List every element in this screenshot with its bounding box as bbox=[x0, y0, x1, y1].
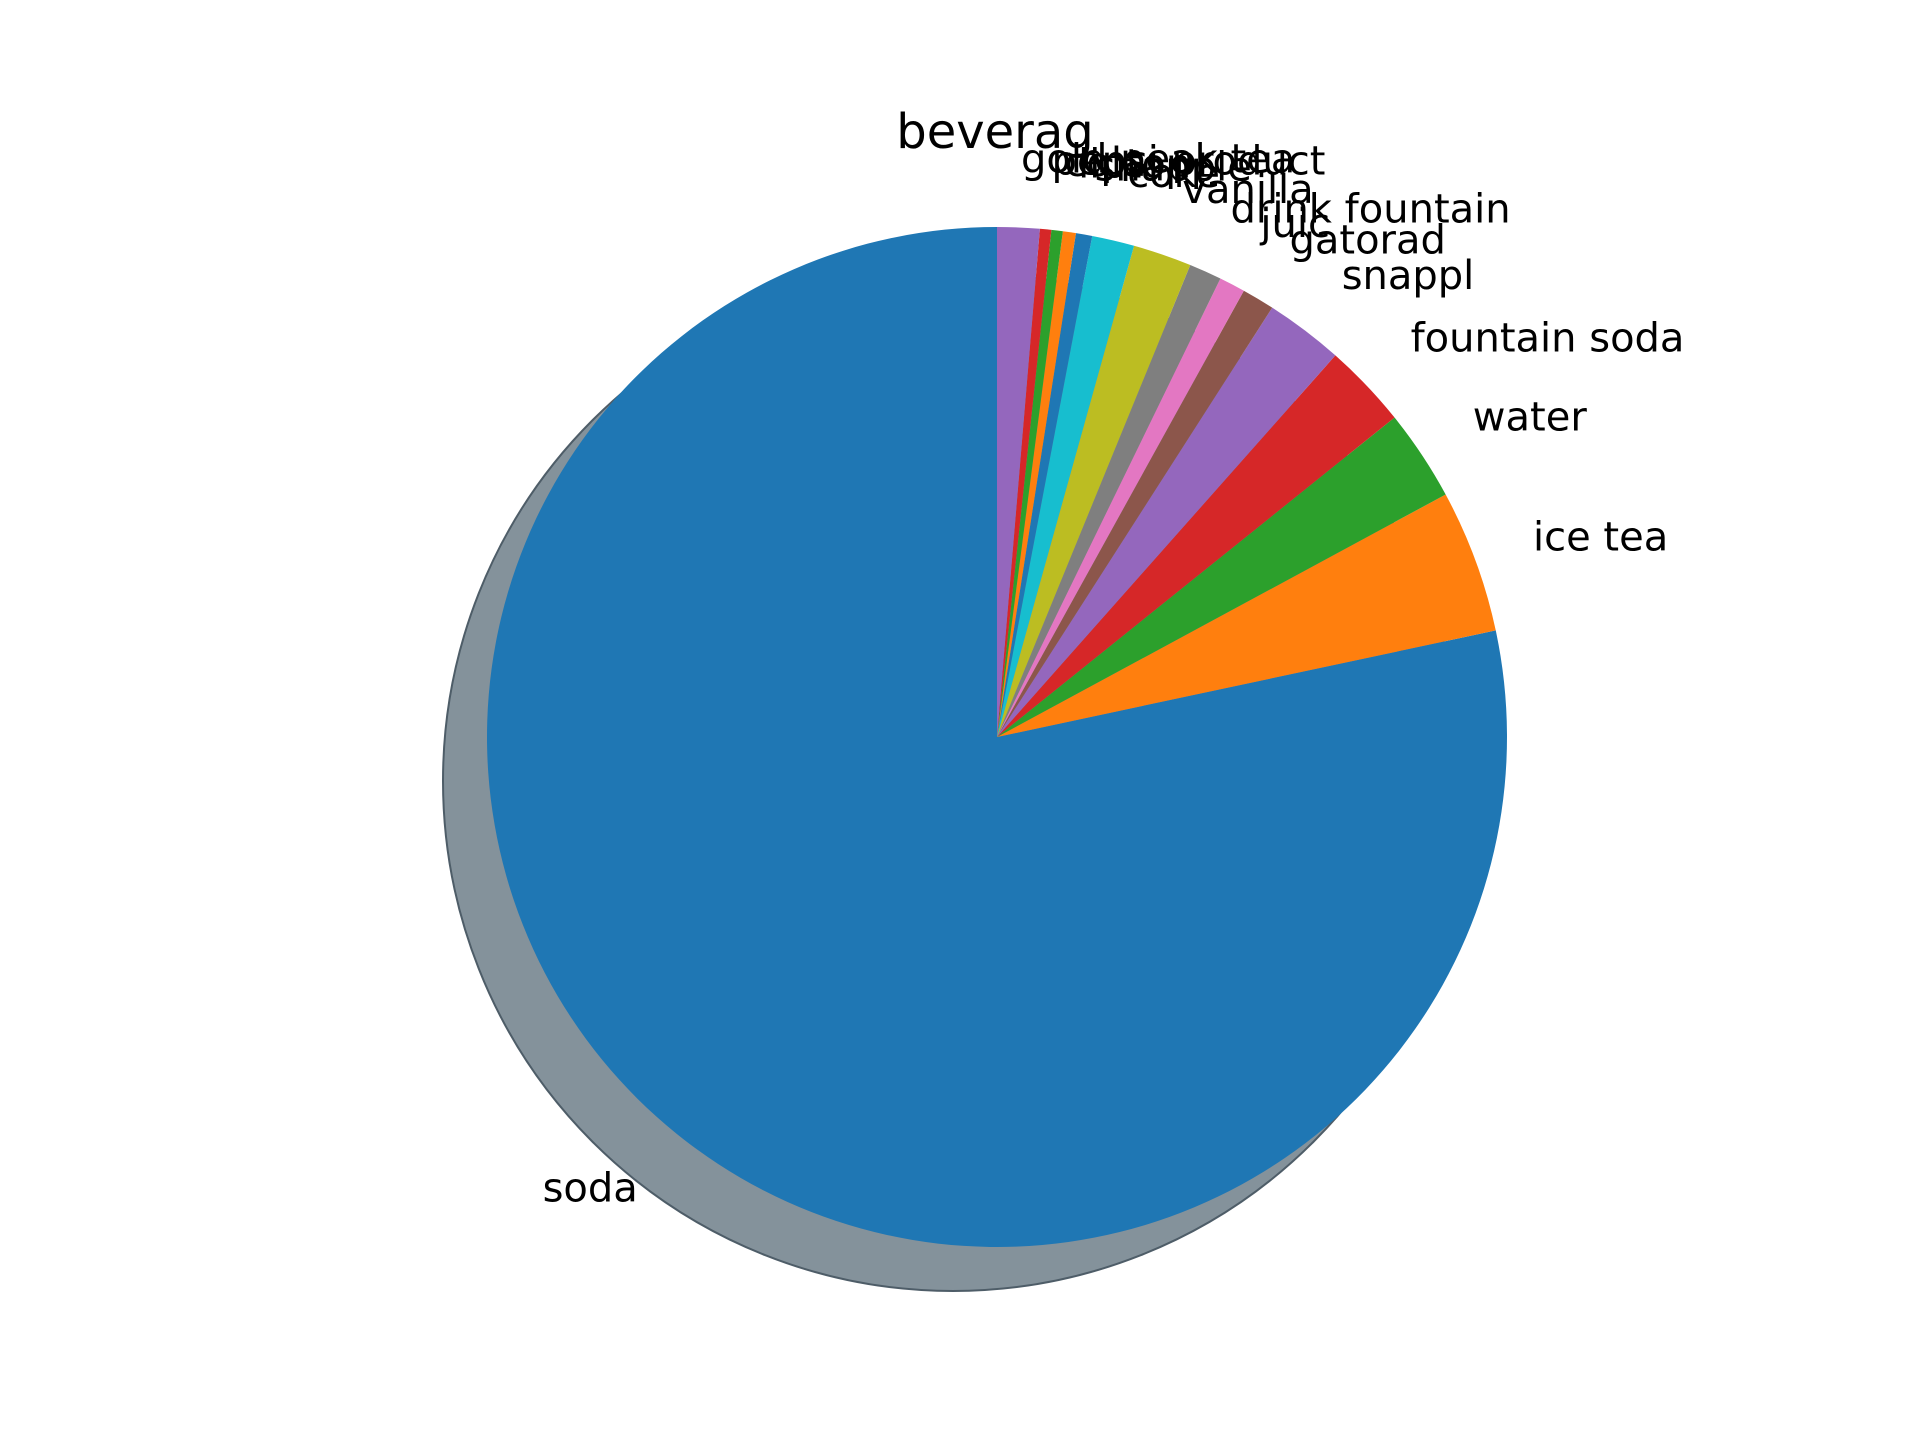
slice-label-ice-tea: ice tea bbox=[1533, 515, 1668, 561]
slice-label-vanilla: vanilla bbox=[1182, 167, 1313, 213]
slice-label-gold-peak-tea: gold peak tea bbox=[1021, 136, 1295, 182]
pie-slice-drink-fountain bbox=[997, 265, 1221, 737]
pie-slice-vanilla bbox=[997, 245, 1191, 737]
slice-label-fountain-soda: fountain soda bbox=[1411, 316, 1685, 362]
slice-label-coke: coke bbox=[1127, 151, 1220, 197]
pie-slice-cola bbox=[997, 229, 1063, 737]
chart-title: beverag bbox=[896, 104, 1094, 160]
pie-slice-fountain-soda bbox=[997, 355, 1395, 737]
slice-label-pepsi-product: pepsi product bbox=[1052, 138, 1326, 184]
pie-slices bbox=[486, 227, 1507, 1247]
slice-label-snappl: snappl bbox=[1342, 253, 1475, 299]
slice-label-water: water bbox=[1473, 395, 1588, 441]
pie-slice-gold-peak-tea bbox=[997, 227, 1040, 737]
slice-label-cola: cola bbox=[1064, 140, 1146, 186]
slice-label-drink-fountain: drink fountain bbox=[1231, 186, 1511, 232]
pie-slice-gatorad bbox=[997, 290, 1273, 737]
pie-slice-coke bbox=[997, 235, 1135, 737]
pie-slice-soda bbox=[486, 227, 1507, 1247]
slice-label-snapple: snapple bbox=[1095, 144, 1252, 190]
pie-slice-snapple bbox=[997, 233, 1093, 737]
pie-slice-ice-tea bbox=[997, 494, 1496, 737]
slice-label-gatorad: gatorad bbox=[1290, 218, 1446, 264]
pie-slice-juic bbox=[997, 278, 1244, 737]
slice-label-soda: soda bbox=[543, 1165, 638, 1211]
pie-slice-lipton bbox=[997, 231, 1076, 737]
pie-slice-pepsi-product bbox=[997, 228, 1052, 737]
pie-slice-water bbox=[997, 417, 1446, 737]
slice-labels: soda ice tea water fountain soda snapplgator… bbox=[543, 136, 1685, 1211]
pie-slice-snappl bbox=[997, 307, 1336, 737]
slice-label-juic: juic bbox=[1259, 201, 1330, 247]
slice-label-lipton: lipton bbox=[1078, 142, 1191, 188]
